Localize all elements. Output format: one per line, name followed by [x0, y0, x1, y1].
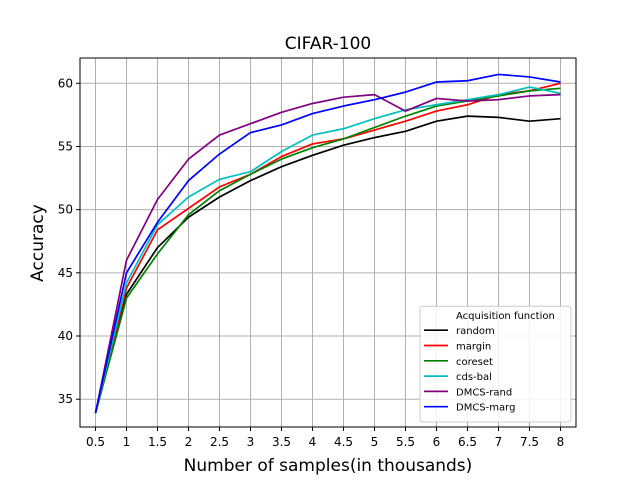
- legend-frame: [419, 305, 572, 423]
- x-tick-label: 2.5: [210, 435, 229, 449]
- legend-label-dmcs-rand: DMCS-rand: [456, 387, 512, 398]
- x-tick-label: 6: [433, 435, 441, 449]
- x-tick-label: 1.5: [148, 435, 167, 449]
- y-tick-label: 40: [58, 329, 73, 343]
- x-tick-label: 7: [495, 435, 503, 449]
- y-tick-label: 55: [58, 139, 73, 153]
- y-tick-label: 45: [58, 266, 73, 280]
- y-axis-label: Accuracy: [28, 204, 48, 282]
- x-tick-label: 6.5: [458, 435, 477, 449]
- legend-label-coreset: coreset: [456, 357, 493, 368]
- series-line-cds-bal: [94, 86, 561, 414]
- plot-area-frame: [79, 57, 577, 428]
- series-line-coreset: [94, 87, 561, 414]
- y-tick-label: 50: [58, 203, 73, 217]
- x-tick-label: 3: [247, 435, 255, 449]
- series-line-dmcs-marg: [94, 73, 561, 414]
- x-tick-label: 4: [309, 435, 317, 449]
- x-tick-label: 1: [123, 435, 131, 449]
- legend-label-cds-bal: cds-bal: [456, 372, 492, 383]
- y-tick-label: 35: [58, 392, 73, 406]
- series-line-dmcs-rand: [94, 93, 561, 414]
- x-tick-label: 5: [371, 435, 379, 449]
- x-tick-label: 5.5: [396, 435, 415, 449]
- legend-label-random: random: [456, 326, 495, 337]
- x-tick-label: 8: [557, 435, 565, 449]
- x-tick-label: 0.5: [86, 435, 105, 449]
- legend: Acquisition function random margin coreset c…: [419, 305, 572, 423]
- x-axis-label: Number of samples(in thousands): [184, 456, 473, 476]
- x-tick-label: 2: [185, 435, 193, 449]
- x-tick-label: 3.5: [272, 435, 291, 449]
- legend-label-dmcs-marg: DMCS-marg: [456, 403, 515, 414]
- x-tick-label: 4.5: [334, 435, 353, 449]
- x-tick-label: 7.5: [520, 435, 539, 449]
- series-line-random: [94, 115, 561, 414]
- chart-title: CIFAR-100: [285, 34, 371, 54]
- legend-label-margin: margin: [456, 342, 491, 353]
- legend-title: Acquisition function: [456, 311, 555, 322]
- y-tick-label: 60: [58, 76, 73, 90]
